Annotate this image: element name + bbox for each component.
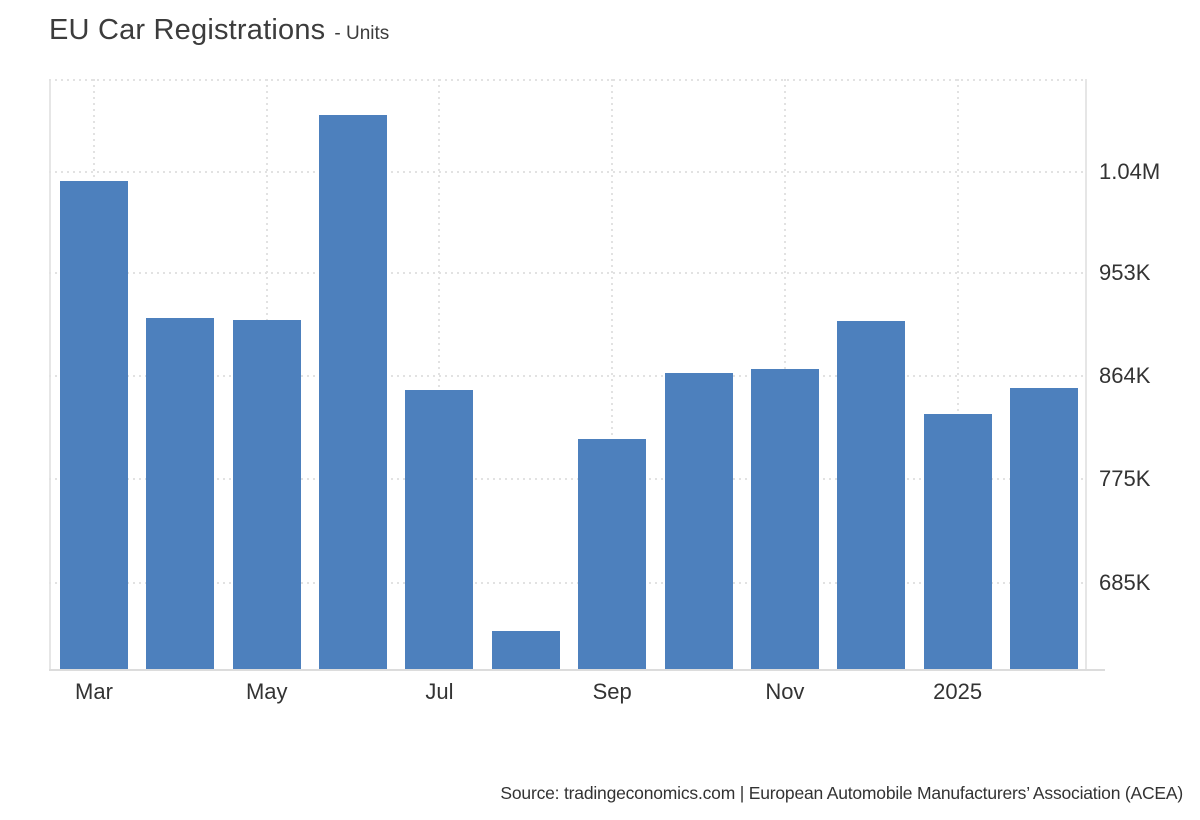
- bar-nov-2024[interactable]: [750, 368, 819, 670]
- x-tick-label: Sep: [592, 679, 632, 704]
- chart-title: EU Car Registrations: [49, 14, 326, 46]
- bar-jul-2024[interactable]: [405, 389, 474, 670]
- bar-aug-2024[interactable]: [491, 630, 560, 670]
- x-tick-label: Mar: [75, 679, 113, 704]
- x-gridline: [611, 79, 614, 670]
- source-attribution: Source: tradingeconomics.com | European …: [500, 783, 1183, 803]
- y-tick-label: 864K: [1099, 362, 1151, 388]
- y-tick-label: 1.04M: [1099, 158, 1161, 184]
- plot-top-border: [49, 79, 1087, 81]
- x-tick-label: 2025: [933, 679, 983, 704]
- bar-oct-2024[interactable]: [664, 373, 733, 670]
- bar-jun-2024[interactable]: [319, 114, 388, 670]
- chart-subtitle: - Units: [334, 23, 390, 44]
- y-gridline: [49, 271, 1087, 274]
- y-tick-label: 775K: [1099, 465, 1151, 491]
- bar-dec-2024[interactable]: [837, 321, 906, 670]
- plot-area: [49, 79, 1087, 670]
- y-gridline: [49, 374, 1087, 377]
- x-gridline: [438, 79, 441, 670]
- y-gridline: [49, 170, 1087, 173]
- bar-jan-2025[interactable]: [923, 413, 992, 670]
- x-tick-label: Jul: [425, 679, 454, 704]
- x-tick-label: Nov: [765, 679, 805, 704]
- x-tick-label: May: [245, 679, 288, 704]
- bar-apr-2024[interactable]: [146, 317, 215, 670]
- x-gridline: [956, 79, 959, 670]
- y-gridline: [49, 477, 1087, 480]
- y-tick-label: 685K: [1099, 570, 1151, 596]
- chart-header: EU Car Registrations - Units: [49, 14, 389, 47]
- bar-mar-2024[interactable]: [60, 180, 128, 670]
- y-gridline: [49, 582, 1087, 585]
- bar-may-2024[interactable]: [232, 320, 301, 670]
- x-axis-line: [49, 669, 1105, 671]
- y-tick-label: 953K: [1099, 259, 1151, 285]
- bar-feb-2025[interactable]: [1009, 388, 1078, 670]
- bar-sep-2024[interactable]: [578, 439, 647, 670]
